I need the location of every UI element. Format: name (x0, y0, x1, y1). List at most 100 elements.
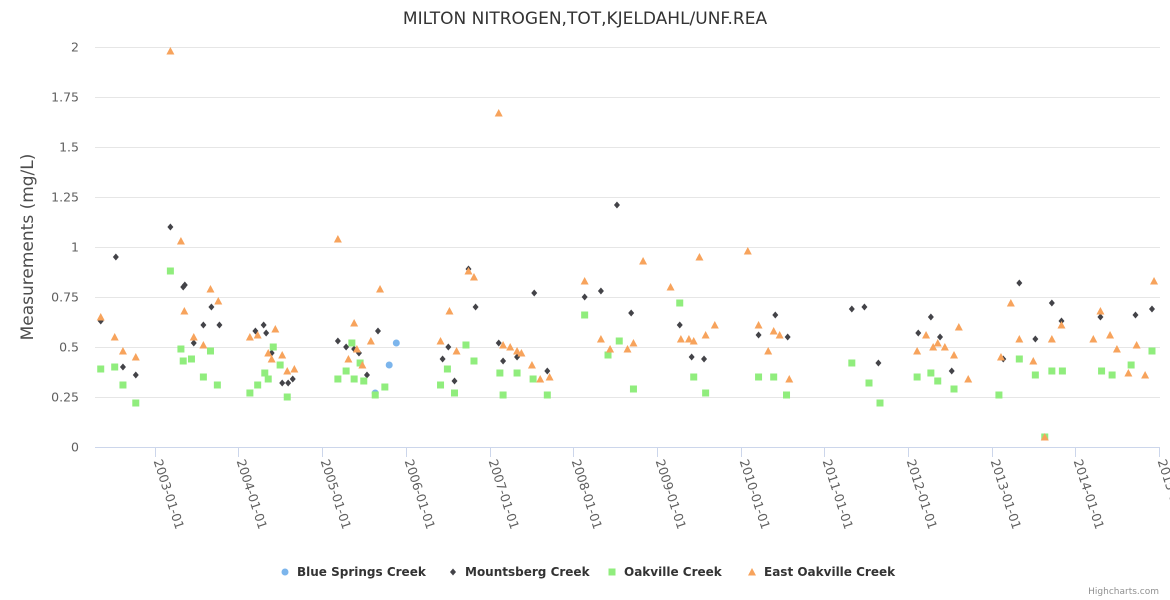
data-point[interactable] (348, 339, 356, 347)
data-point[interactable] (110, 333, 119, 341)
data-point[interactable] (580, 277, 589, 285)
data-point[interactable] (948, 367, 955, 375)
data-point[interactable] (462, 341, 470, 349)
data-point[interactable] (1124, 369, 1133, 377)
data-point[interactable] (1150, 277, 1159, 285)
data-point[interactable] (356, 359, 364, 367)
data-point[interactable] (344, 355, 353, 363)
data-point[interactable] (934, 377, 942, 385)
data-point[interactable] (111, 363, 119, 371)
data-point[interactable] (1148, 347, 1156, 355)
data-point[interactable] (206, 285, 215, 293)
data-point[interactable] (253, 331, 262, 339)
data-point[interactable] (279, 379, 286, 387)
data-point[interactable] (381, 383, 389, 391)
data-point[interactable] (343, 343, 350, 351)
data-point[interactable] (950, 351, 959, 359)
data-point[interactable] (676, 335, 685, 343)
data-point[interactable] (629, 339, 638, 347)
data-point[interactable] (464, 267, 473, 275)
data-point[interactable] (166, 47, 175, 55)
data-point[interactable] (754, 321, 763, 329)
data-point[interactable] (536, 375, 545, 383)
data-point[interactable] (913, 347, 922, 355)
data-point[interactable] (848, 359, 856, 367)
data-point[interactable] (876, 399, 884, 407)
data-point[interactable] (954, 323, 963, 331)
data-point[interactable] (181, 281, 188, 289)
data-point[interactable] (97, 365, 105, 373)
data-point[interactable] (1047, 335, 1056, 343)
data-point[interactable] (132, 371, 139, 379)
data-point[interactable] (848, 305, 855, 313)
data-point[interactable] (743, 247, 752, 255)
data-point[interactable] (702, 389, 710, 397)
data-point[interactable] (436, 337, 445, 345)
data-point[interactable] (334, 337, 341, 345)
data-point[interactable] (269, 343, 277, 351)
data-point[interactable] (333, 235, 342, 243)
legend-item-mountsberg-creek[interactable]: Mountsberg Creek (450, 565, 591, 579)
data-point[interactable] (342, 367, 350, 375)
data-point[interactable] (865, 379, 873, 387)
data-point[interactable] (785, 375, 794, 383)
data-point[interactable] (1132, 341, 1141, 349)
data-point[interactable] (1098, 367, 1106, 375)
data-point[interactable] (513, 369, 521, 377)
data-point[interactable] (783, 391, 791, 399)
data-point[interactable] (784, 333, 791, 341)
data-point[interactable] (119, 381, 127, 389)
data-point[interactable] (775, 331, 784, 339)
data-point[interactable] (940, 343, 949, 351)
data-point[interactable] (1032, 335, 1039, 343)
data-point[interactable] (439, 355, 446, 363)
data-point[interactable] (690, 373, 698, 381)
data-point[interactable] (451, 389, 459, 397)
data-point[interactable] (676, 321, 683, 329)
data-point[interactable] (371, 391, 379, 399)
data-point[interactable] (119, 363, 126, 371)
data-point[interactable] (199, 341, 208, 349)
data-point[interactable] (214, 297, 223, 305)
data-point[interactable] (755, 331, 762, 339)
data-point[interactable] (666, 283, 675, 291)
data-point[interactable] (352, 345, 361, 353)
data-point[interactable] (513, 347, 522, 355)
data-point[interactable] (443, 365, 451, 373)
data-point[interactable] (358, 361, 367, 369)
data-point[interactable] (927, 313, 934, 321)
data-point[interactable] (529, 375, 537, 383)
data-point[interactable] (260, 321, 267, 329)
data-point[interactable] (922, 331, 931, 339)
data-point[interactable] (755, 373, 763, 381)
data-point[interactable] (1029, 357, 1038, 365)
data-point[interactable] (271, 325, 280, 333)
data-point[interactable] (1097, 313, 1104, 321)
data-point[interactable] (267, 355, 276, 363)
credits-link[interactable]: Highcharts.com (1088, 587, 1159, 597)
data-point[interactable] (264, 375, 272, 383)
data-point[interactable] (927, 369, 935, 377)
data-point[interactable] (213, 381, 221, 389)
data-point[interactable] (1089, 335, 1098, 343)
data-point[interactable] (176, 237, 185, 245)
data-point[interactable] (470, 357, 478, 365)
data-point[interactable] (283, 367, 292, 375)
data-point[interactable] (875, 359, 882, 367)
data-point[interactable] (350, 319, 359, 327)
legend-item-oakville-creek[interactable]: Oakville Creek (608, 565, 723, 579)
data-point[interactable] (494, 109, 503, 117)
data-point[interactable] (452, 347, 461, 355)
data-point[interactable] (254, 381, 262, 389)
data-point[interactable] (264, 349, 273, 357)
data-point[interactable] (1040, 433, 1049, 441)
data-point[interactable] (545, 373, 554, 381)
data-point[interactable] (596, 335, 605, 343)
data-point[interactable] (350, 375, 358, 383)
data-point[interactable] (996, 353, 1005, 361)
data-point[interactable] (628, 309, 635, 317)
data-point[interactable] (366, 337, 375, 345)
data-point[interactable] (689, 337, 698, 345)
data-point[interactable] (710, 321, 719, 329)
data-point[interactable] (177, 345, 185, 353)
